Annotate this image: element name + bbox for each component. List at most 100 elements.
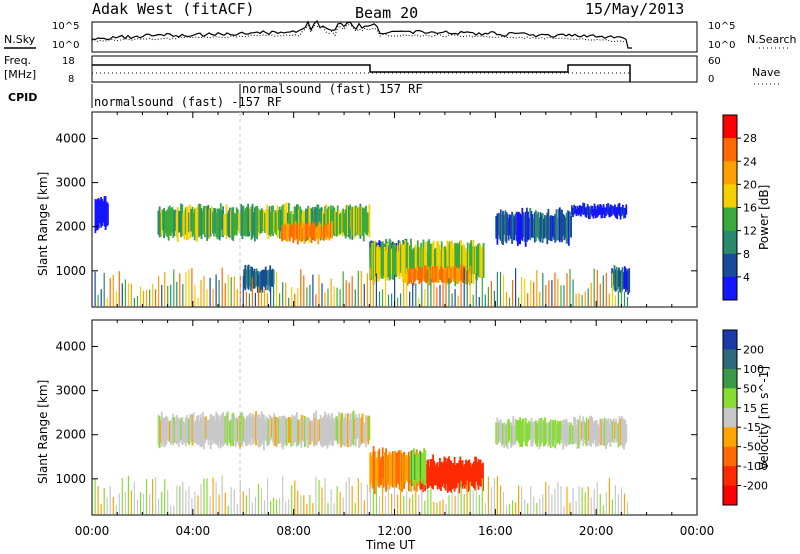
ground-scatter-cell [97, 294, 99, 307]
echo-cell [511, 425, 513, 444]
echo-cell [456, 242, 459, 281]
echo-cell [349, 413, 352, 448]
echo-cell [622, 418, 624, 448]
echo-cell [397, 450, 400, 485]
ground-scatter-cell [212, 288, 214, 307]
echo-cell [591, 206, 594, 217]
colorbar-swatch [723, 427, 737, 448]
echo-cell [588, 419, 590, 441]
echo-cell [593, 420, 596, 440]
echo-cell [599, 418, 602, 446]
echo-cell [206, 205, 209, 241]
ground-scatter-cell [179, 485, 181, 515]
echo-cell [470, 466, 473, 486]
echo-cell [173, 210, 176, 236]
echo-cell [219, 203, 222, 238]
ground-scatter-cell [194, 284, 196, 307]
ground-scatter-cell [348, 282, 350, 307]
echo-cell [612, 270, 615, 286]
ground-scatter-cell [203, 275, 205, 307]
echo-cell [557, 422, 560, 444]
ground-scatter-cell [248, 293, 250, 307]
echo-cell [565, 418, 568, 447]
echo-cell [413, 247, 416, 280]
echo-cell [372, 241, 375, 285]
echo-cell [622, 272, 625, 289]
nave-label: Nave [752, 66, 780, 79]
echo-cell [459, 456, 462, 488]
ground-scatter-cell [623, 291, 626, 307]
ground-scatter-cell [569, 502, 571, 515]
echo-cell [624, 267, 627, 292]
echo-cell [430, 243, 433, 278]
echo-cell [293, 417, 296, 443]
ground-scatter-cell [324, 478, 326, 515]
echo-cell [595, 420, 598, 446]
echo-cell [259, 271, 261, 293]
ground-scatter-cell [505, 504, 508, 515]
echo-cell [362, 208, 365, 242]
echo-cell [164, 211, 167, 234]
echo-cell [558, 207, 561, 243]
echo-cell [320, 417, 323, 447]
echo-cell [354, 205, 357, 236]
echo-cell [429, 244, 432, 282]
ground-scatter-cell [475, 481, 477, 515]
echo-cell [289, 213, 291, 234]
echo-cell [412, 248, 415, 276]
ground-scatter-cell [357, 478, 359, 515]
echo-cell [336, 418, 339, 444]
echo-cell [460, 460, 463, 486]
ground-scatter-cell [527, 503, 529, 515]
echo-cell [434, 265, 437, 283]
echo-cell [336, 205, 339, 236]
echo-cell [458, 460, 461, 494]
y-tick-label: 4000 [55, 131, 86, 145]
echo-cell [353, 418, 356, 439]
ground-scatter-cell [303, 275, 305, 307]
ground-scatter-cell [391, 493, 393, 515]
echo-cell [364, 422, 366, 443]
ground-scatter-cell [239, 276, 241, 307]
ground-scatter-cell [406, 491, 408, 515]
ground-scatter-cell [327, 502, 329, 515]
noise-left-label: N.Sky [4, 33, 36, 46]
echo-cell [164, 417, 167, 447]
echo-cell [182, 213, 185, 237]
echo-cell [420, 267, 423, 284]
echo-cell [545, 422, 547, 444]
echo-cell [469, 463, 472, 484]
echo-cell [371, 452, 374, 489]
echo-cell [550, 215, 553, 242]
echo-cell [387, 252, 390, 278]
echo-cell [172, 413, 175, 446]
echo-cell [216, 414, 219, 445]
echo-cell [403, 244, 406, 282]
echo-cell [427, 459, 430, 488]
echo-cell [421, 454, 423, 484]
echo-cell [422, 239, 425, 281]
echo-cell [291, 414, 294, 444]
echo-cell [461, 271, 464, 283]
echo-cell [339, 420, 341, 441]
echo-cell [541, 422, 544, 442]
echo-cell [555, 423, 558, 445]
echo-cell [366, 417, 369, 442]
echo-cell [465, 251, 468, 277]
ground-scatter-cell [94, 478, 96, 515]
echo-cell [255, 268, 258, 286]
echo-cell [428, 269, 431, 286]
beam-title: Beam 20 [355, 4, 418, 22]
echo-cell [614, 269, 617, 292]
echo-cell [606, 204, 608, 214]
echo-cell [389, 240, 392, 280]
echo-cell [307, 223, 309, 239]
echo-cell [521, 207, 524, 241]
echo-cell [311, 421, 314, 442]
echo-cell [337, 210, 340, 236]
ground-scatter-cell [400, 293, 402, 307]
echo-cell [265, 270, 268, 286]
echo-cell [477, 459, 480, 490]
echo-cell [556, 217, 559, 240]
echo-cell [359, 203, 362, 239]
